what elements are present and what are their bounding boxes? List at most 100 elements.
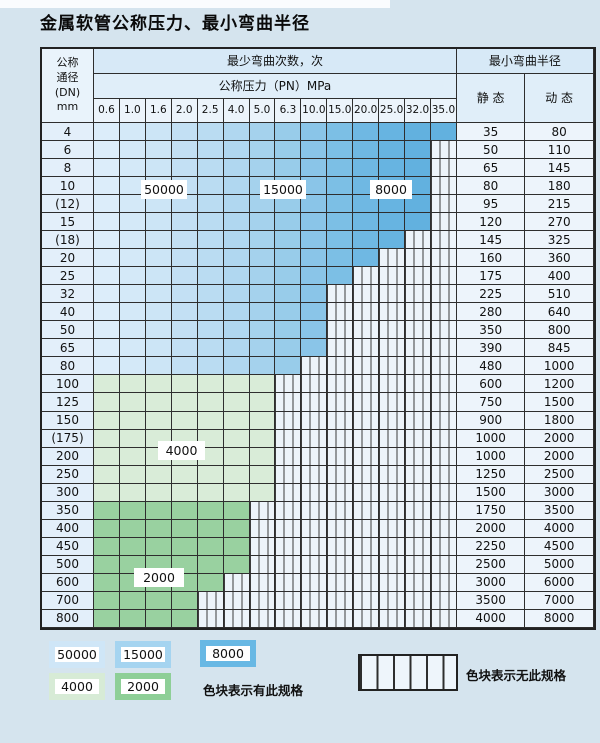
spec-available-cell — [223, 519, 250, 538]
dn-cell: 400 — [42, 519, 94, 538]
no-spec-cell — [379, 573, 406, 592]
spec-available-cell — [145, 411, 172, 430]
dn-corner-header: 公称 通径 (DN) mm — [42, 49, 94, 123]
spec-available-cell — [249, 267, 276, 286]
spec-available-cell — [171, 123, 198, 142]
spec-available-cell — [197, 555, 224, 574]
nominal-pressure-header: 公称压力（PN）MPa — [94, 74, 457, 99]
no-spec-cell — [430, 501, 457, 520]
pn-tick: 4.0 — [223, 99, 250, 123]
spec-available-cell — [197, 465, 224, 484]
pn-tick: 35.0 — [430, 99, 457, 123]
dynamic-radius-cell: 110 — [525, 141, 594, 160]
spec-available-cell — [119, 465, 146, 484]
spec-available-cell — [171, 357, 198, 376]
no-spec-cell — [405, 303, 431, 322]
spec-available-cell — [275, 231, 302, 250]
spec-available-cell — [301, 249, 328, 268]
dn-cell: 25 — [42, 267, 94, 286]
no-spec-cell — [430, 573, 457, 592]
spec-available-cell — [94, 159, 120, 178]
spec-available-cell — [249, 483, 276, 502]
dn-corner-line: mm — [56, 100, 79, 114]
spec-available-cell — [249, 285, 276, 304]
spec-available-cell — [275, 123, 302, 142]
no-spec-cell — [379, 447, 406, 466]
spec-available-cell — [119, 141, 146, 160]
no-spec-cell — [327, 465, 354, 484]
static-radius-cell: 35 — [456, 123, 526, 142]
spec-available-cell — [249, 465, 276, 484]
no-spec-cell — [223, 591, 250, 610]
no-spec-cell — [275, 609, 302, 628]
no-spec-cell — [327, 591, 354, 610]
dn-cell: 10 — [42, 177, 94, 196]
dynamic-radius-cell: 80 — [525, 123, 594, 142]
spec-available-cell — [119, 501, 146, 520]
spec-available-cell — [145, 159, 172, 178]
spec-available-cell — [145, 303, 172, 322]
spec-available-cell — [249, 141, 276, 160]
dynamic-radius-cell: 640 — [525, 303, 594, 322]
spec-available-cell — [197, 303, 224, 322]
no-spec-cell — [379, 591, 406, 610]
spec-available-cell — [223, 195, 250, 214]
spec-available-cell — [197, 159, 224, 178]
no-spec-cell — [353, 411, 380, 430]
static-radius-cell: 1000 — [456, 447, 526, 466]
spec-available-cell — [249, 159, 276, 178]
dn-corner-line: 公称 — [56, 55, 79, 69]
no-spec-cell — [327, 555, 354, 574]
top-strip — [0, 0, 390, 8]
spec-available-cell — [119, 429, 146, 448]
no-spec-cell — [327, 483, 354, 502]
static-radius-cell: 480 — [456, 357, 526, 376]
no-spec-cell — [405, 573, 431, 592]
no-spec-cell — [353, 573, 380, 592]
spec-available-cell — [171, 591, 198, 610]
spec-available-cell — [145, 267, 172, 286]
spec-available-cell — [223, 123, 250, 142]
spec-available-cell — [197, 285, 224, 304]
dn-cell: (175) — [42, 429, 94, 448]
spec-available-cell — [275, 357, 302, 376]
spec-available-cell — [275, 339, 302, 358]
spec-available-cell — [119, 213, 146, 232]
legend-has-spec-text: 色块表示有此规格 — [203, 683, 304, 698]
spec-available-cell — [94, 375, 120, 394]
dn-cell: 700 — [42, 591, 94, 610]
no-spec-cell — [379, 249, 406, 268]
legend-spec-box: 50000 — [49, 641, 105, 668]
dynamic-radius-cell: 5000 — [525, 555, 594, 574]
no-spec-cell — [249, 519, 276, 538]
no-spec-cell — [301, 537, 328, 556]
spec-available-cell — [94, 267, 120, 286]
spec-available-cell — [171, 501, 198, 520]
spec-available-cell — [405, 213, 431, 232]
pn-tick: 2.5 — [197, 99, 224, 123]
no-spec-cell — [379, 357, 406, 376]
spec-available-cell — [171, 411, 198, 430]
no-spec-cell — [301, 609, 328, 628]
no-spec-cell — [249, 609, 276, 628]
spec-available-cell — [327, 231, 354, 250]
spec-available-cell — [223, 321, 250, 340]
cycle-count-label: 50000 — [141, 180, 187, 199]
spec-available-cell — [223, 159, 250, 178]
spec-available-cell — [327, 249, 354, 268]
spec-available-cell — [275, 249, 302, 268]
no-spec-cell — [275, 519, 302, 538]
static-radius-cell: 95 — [456, 195, 526, 214]
no-spec-cell — [405, 447, 431, 466]
no-spec-cell — [327, 537, 354, 556]
spec-available-cell — [197, 519, 224, 538]
static-radius-cell: 2250 — [456, 537, 526, 556]
spec-available-cell — [197, 501, 224, 520]
dn-cell: 40 — [42, 303, 94, 322]
no-spec-cell — [301, 375, 328, 394]
no-spec-cell — [405, 411, 431, 430]
no-spec-cell — [249, 501, 276, 520]
spec-available-cell — [379, 159, 406, 178]
pn-tick: 20.0 — [353, 99, 380, 123]
spec-available-cell — [119, 393, 146, 412]
